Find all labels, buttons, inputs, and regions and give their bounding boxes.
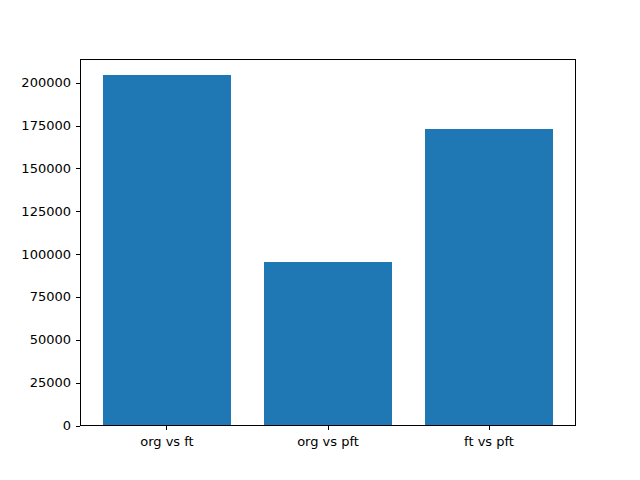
y-tick-mark	[76, 211, 80, 212]
figure-canvas: 0 25000 50000 75000 100000 125000 150000 175000…	[0, 0, 640, 480]
y-tick-label: 75000	[0, 289, 71, 305]
y-tick-label: 125000	[0, 204, 71, 220]
x-tick-label: org vs ft	[87, 434, 247, 450]
x-tick-label: org vs pft	[248, 434, 408, 450]
y-tick-mark	[76, 297, 80, 298]
bar-ft-vs-pft	[425, 129, 554, 425]
y-tick-mark	[76, 168, 80, 169]
x-tick-label: ft vs pft	[409, 434, 569, 450]
plot-area	[80, 59, 576, 426]
y-tick-label: 100000	[0, 247, 71, 263]
y-tick-mark	[76, 254, 80, 255]
y-tick-label: 25000	[0, 375, 71, 391]
x-tick-mark	[166, 426, 167, 430]
y-tick-label: 50000	[0, 332, 71, 348]
bar-org-vs-ft	[103, 75, 232, 425]
y-tick-label: 150000	[0, 161, 71, 177]
y-tick-label: 175000	[0, 118, 71, 134]
y-tick-mark	[76, 83, 80, 84]
x-tick-mark	[328, 426, 329, 430]
y-tick-mark	[76, 426, 80, 427]
y-tick-mark	[76, 383, 80, 384]
y-tick-label: 0	[0, 418, 71, 434]
x-tick-mark	[489, 426, 490, 430]
y-tick-label: 200000	[0, 75, 71, 91]
y-tick-mark	[76, 340, 80, 341]
bar-org-vs-pft	[264, 262, 393, 425]
y-tick-mark	[76, 126, 80, 127]
